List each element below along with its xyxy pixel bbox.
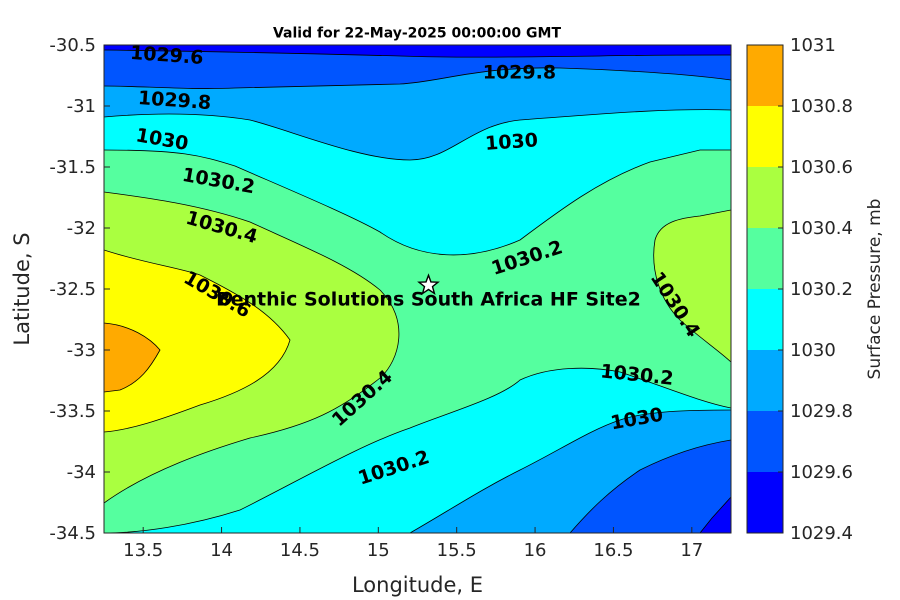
colorbar-title: Surface Pressure, mb xyxy=(865,199,885,380)
y-tick-label: -31 xyxy=(67,96,96,117)
contour-line xyxy=(104,49,731,58)
x-tick-label: 16.5 xyxy=(593,540,633,561)
y-tick-label: -34.5 xyxy=(49,523,96,544)
contour-lines xyxy=(104,49,731,533)
contour-line xyxy=(653,209,731,363)
x-tick-label: 15.5 xyxy=(437,540,477,561)
colorbar-segment xyxy=(747,289,783,350)
contour-label: 1029.8 xyxy=(137,87,212,114)
colorbar-segment xyxy=(747,472,783,533)
contour-fill-1030-8 xyxy=(104,323,160,392)
chart-title: Valid for 22-May-2025 00:00:00 GMT xyxy=(273,26,561,42)
contour-label: 1030 xyxy=(484,129,538,155)
contour-fill-1030-4-right xyxy=(653,210,731,362)
x-tick-label: 16 xyxy=(524,540,547,561)
y-tick-label: -30.5 xyxy=(49,35,96,56)
colorbar-tick-label: 1030.8 xyxy=(790,96,853,117)
site-layer: Benthic Solutions South Africa HF Site2 xyxy=(216,273,641,310)
contour-line xyxy=(104,149,731,256)
contour-line xyxy=(409,409,731,533)
contour-line xyxy=(104,191,400,504)
colorbar-tick-label: 1031 xyxy=(790,35,836,56)
colorbar: 1029.4 1029.6 1029.8 1030 1030.2 1030.4 1030.6… xyxy=(746,35,853,544)
site-star-marker xyxy=(417,273,440,296)
contour-line xyxy=(104,249,291,433)
colorbar-tick-label: 1029.8 xyxy=(790,401,853,422)
colorbar-segment xyxy=(747,106,783,167)
colorbar-tick-label: 1029.4 xyxy=(790,523,853,544)
y-tick-label: -31.5 xyxy=(49,157,96,178)
colorbar-tick-label: 1030.2 xyxy=(790,279,853,300)
contour-fill-1029-4-top xyxy=(104,45,731,58)
colorbar-segment xyxy=(747,45,783,106)
contour-line xyxy=(104,367,731,533)
colorbar-segment xyxy=(747,167,783,228)
x-tick-label: 14.5 xyxy=(280,540,320,561)
y-axis-title: Latitude, S xyxy=(10,232,34,345)
colorbar-tick-label: 1030.4 xyxy=(790,218,853,239)
colorbar-tick-label: 1030 xyxy=(790,340,836,361)
colorbar-segment xyxy=(747,411,783,472)
x-tick-label: 15 xyxy=(367,540,390,561)
contour-line xyxy=(699,496,731,533)
colorbar-tick-label: 1030.6 xyxy=(790,157,853,178)
colorbar-segment xyxy=(747,350,783,411)
y-axis: -30.5 -31 -31.5 -32 -32.5 -33 -33.5 -34 -34.5 xyxy=(49,35,110,544)
contour-line xyxy=(104,67,731,89)
y-tick-label: -32.5 xyxy=(49,279,96,300)
x-axis-title: Longitude, E xyxy=(352,573,483,597)
contour-line xyxy=(569,439,731,533)
contour-fill-1030-6 xyxy=(104,250,290,432)
contour-line xyxy=(104,322,161,393)
x-axis: 13.5 14 14.5 15 15.5 16 16.5 17 xyxy=(123,527,703,561)
contour-fill-1029-6-bottom xyxy=(570,440,731,533)
site-label: Benthic Solutions South Africa HF Site2 xyxy=(216,288,641,310)
y-tick-label: -33 xyxy=(67,340,96,361)
y-tick-label: -34 xyxy=(67,462,96,483)
x-tick-label: 17 xyxy=(680,540,703,561)
contour-label: 1029.8 xyxy=(483,62,556,84)
x-tick-label: 13.5 xyxy=(123,540,163,561)
y-tick-label: -33.5 xyxy=(49,401,96,422)
colorbar-tick-label: 1029.6 xyxy=(790,462,853,483)
contour-line xyxy=(104,109,731,161)
x-tick-label: 14 xyxy=(210,540,233,561)
y-tick-label: -32 xyxy=(67,218,96,239)
colorbar-segment xyxy=(747,228,783,289)
